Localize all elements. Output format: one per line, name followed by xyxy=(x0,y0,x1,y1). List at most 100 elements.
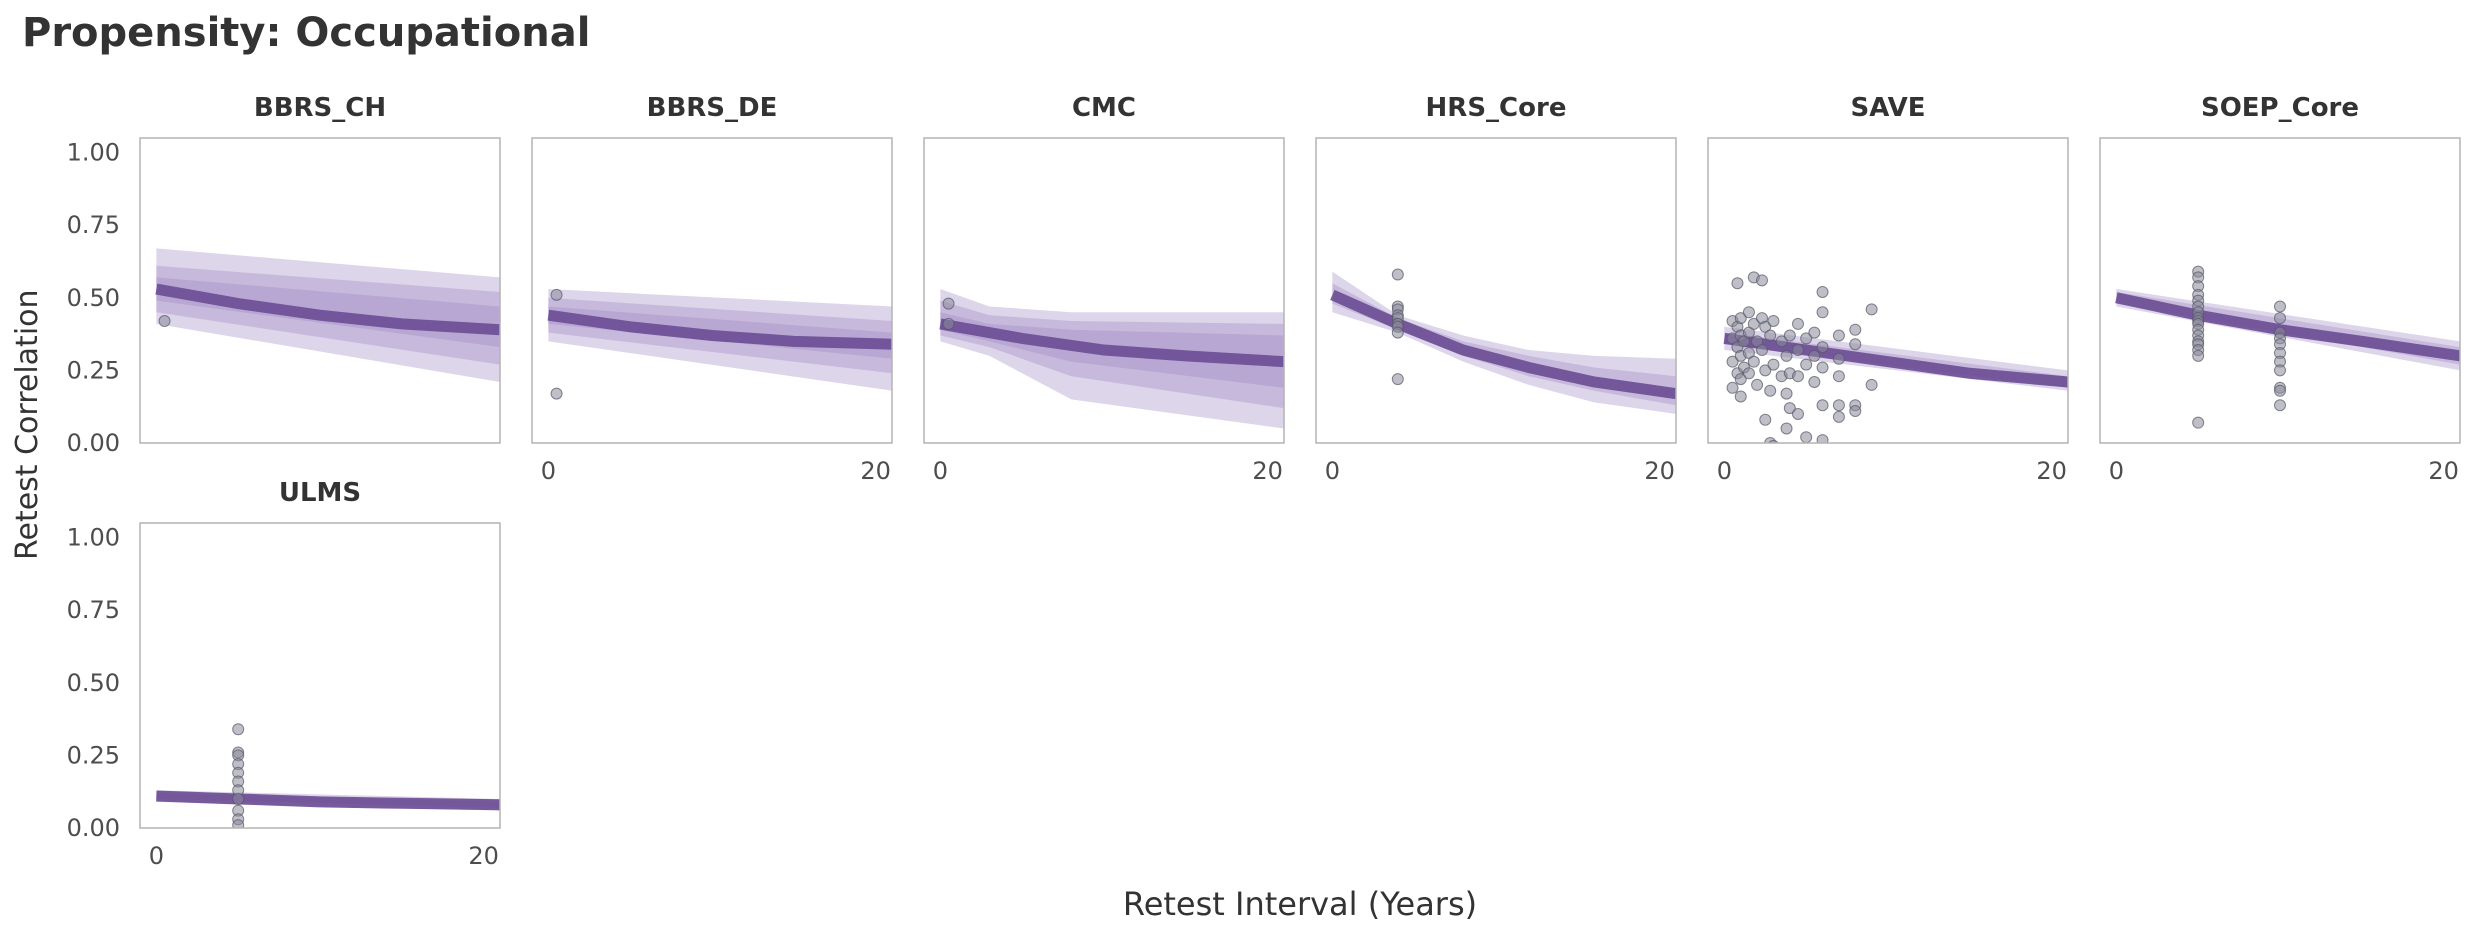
data-point xyxy=(1792,407,1804,420)
data-point xyxy=(2192,349,2205,362)
data-point xyxy=(1832,399,1845,412)
x-tick-label: 0 xyxy=(149,842,164,870)
y-tick-label: 1.00 xyxy=(67,524,120,552)
data-point xyxy=(1767,358,1780,371)
x-axis-label: Retest Interval (Years) xyxy=(1122,885,1478,923)
y-tick-label: 0.25 xyxy=(67,356,120,384)
data-point xyxy=(1726,381,1739,394)
data-point xyxy=(1756,344,1768,357)
y-tick-label: 0.00 xyxy=(67,814,120,842)
data-point xyxy=(1734,373,1747,386)
x-tick-label: 0 xyxy=(2109,457,2124,485)
data-point xyxy=(1747,317,1760,330)
data-point xyxy=(1816,361,1829,374)
x-tick-label: 0 xyxy=(541,457,556,485)
data-point xyxy=(1816,434,1829,443)
data-point xyxy=(1731,277,1744,290)
facet-panel-cmc: CMC 0 20 xyxy=(923,93,1285,485)
data-point xyxy=(1780,349,1793,362)
credible-band xyxy=(1332,283,1676,406)
y-tick-label: 0.50 xyxy=(67,284,120,312)
fit-line xyxy=(547,309,892,350)
data-point xyxy=(1832,352,1845,365)
x-tick-label: 20 xyxy=(1252,457,1283,485)
data-point xyxy=(1780,387,1793,400)
facet-label: ULMS xyxy=(279,478,361,508)
panel-plot-area xyxy=(2115,265,2460,429)
panel-plot-area xyxy=(547,288,892,400)
data-point xyxy=(942,297,955,310)
data-point xyxy=(1832,370,1845,383)
x-tick-label: 20 xyxy=(468,842,499,870)
data-point xyxy=(942,317,955,330)
data-point xyxy=(1734,312,1747,325)
facet-label: HRS_Core xyxy=(1426,93,1567,123)
data-point xyxy=(1832,329,1845,342)
data-point xyxy=(2274,300,2286,313)
y-tick-label: 0.75 xyxy=(67,596,120,624)
data-point xyxy=(1808,326,1821,339)
fit-line xyxy=(156,790,500,811)
data-point xyxy=(1792,317,1804,330)
x-tick-label: 0 xyxy=(933,457,948,485)
data-point xyxy=(1865,303,1878,316)
data-point xyxy=(1759,364,1772,377)
data-point xyxy=(1783,329,1796,342)
data-point xyxy=(1742,306,1755,319)
data-point xyxy=(1734,390,1747,403)
data-point xyxy=(1849,323,1862,336)
x-tick-label: 0 xyxy=(1717,457,1732,485)
facet-label: SAVE xyxy=(1851,93,1926,123)
panel-plot-area xyxy=(1723,271,2068,443)
data-point xyxy=(1764,329,1777,342)
data-point xyxy=(232,723,245,736)
data-point xyxy=(1767,315,1780,327)
facet-panel-save: SAVE 0 20 xyxy=(1707,93,2069,485)
data-point xyxy=(1783,402,1796,415)
data-point xyxy=(1742,367,1755,380)
data-point xyxy=(1726,355,1739,368)
panel-plot-area xyxy=(939,289,1284,429)
credible-band xyxy=(940,289,1284,429)
data-point xyxy=(2274,364,2286,377)
panel-frame xyxy=(139,522,501,829)
fit-line xyxy=(939,318,1284,368)
data-point xyxy=(550,387,563,400)
data-point xyxy=(2274,399,2286,412)
data-point xyxy=(1391,268,1404,281)
data-point xyxy=(2192,416,2205,429)
y-tick-label: 1.00 xyxy=(67,139,120,167)
data-point xyxy=(1816,341,1829,354)
data-point xyxy=(1849,338,1862,351)
data-point xyxy=(1832,410,1845,423)
facet-panel-bbrs-de: BBRS_DE 0 20 xyxy=(531,93,893,485)
facet-label: BBRS_DE xyxy=(647,93,778,123)
fit-line xyxy=(1330,289,1676,400)
panel-frame xyxy=(1707,137,2069,444)
data-point xyxy=(1800,332,1813,345)
data-point xyxy=(1849,405,1862,418)
facet-panel-soep-core: SOEP_Core 0 20 xyxy=(2099,93,2461,485)
facet-panel-hrs-core: HRS_Core 0 20 xyxy=(1315,93,1677,485)
data-point xyxy=(1816,399,1829,412)
panel-frame xyxy=(531,137,893,444)
data-point xyxy=(550,288,563,301)
data-point xyxy=(232,819,245,828)
panel-plot-area xyxy=(156,723,500,828)
data-point xyxy=(1792,344,1804,357)
chart-title: Propensity: Occupational xyxy=(22,10,591,56)
panel-frame xyxy=(139,137,501,444)
data-point xyxy=(1800,358,1813,371)
data-point xyxy=(1751,378,1764,391)
data-point xyxy=(1391,326,1404,339)
data-point xyxy=(1792,370,1804,383)
y-tick-label: 0.75 xyxy=(67,211,120,239)
x-tick-label: 0 xyxy=(1325,457,1340,485)
data-point xyxy=(1768,439,1779,443)
data-point xyxy=(158,315,171,327)
panel-plot-area xyxy=(155,248,500,382)
y-tick-label: 0.00 xyxy=(67,429,120,457)
data-point xyxy=(1780,422,1793,435)
x-tick-label: 20 xyxy=(2036,457,2067,485)
